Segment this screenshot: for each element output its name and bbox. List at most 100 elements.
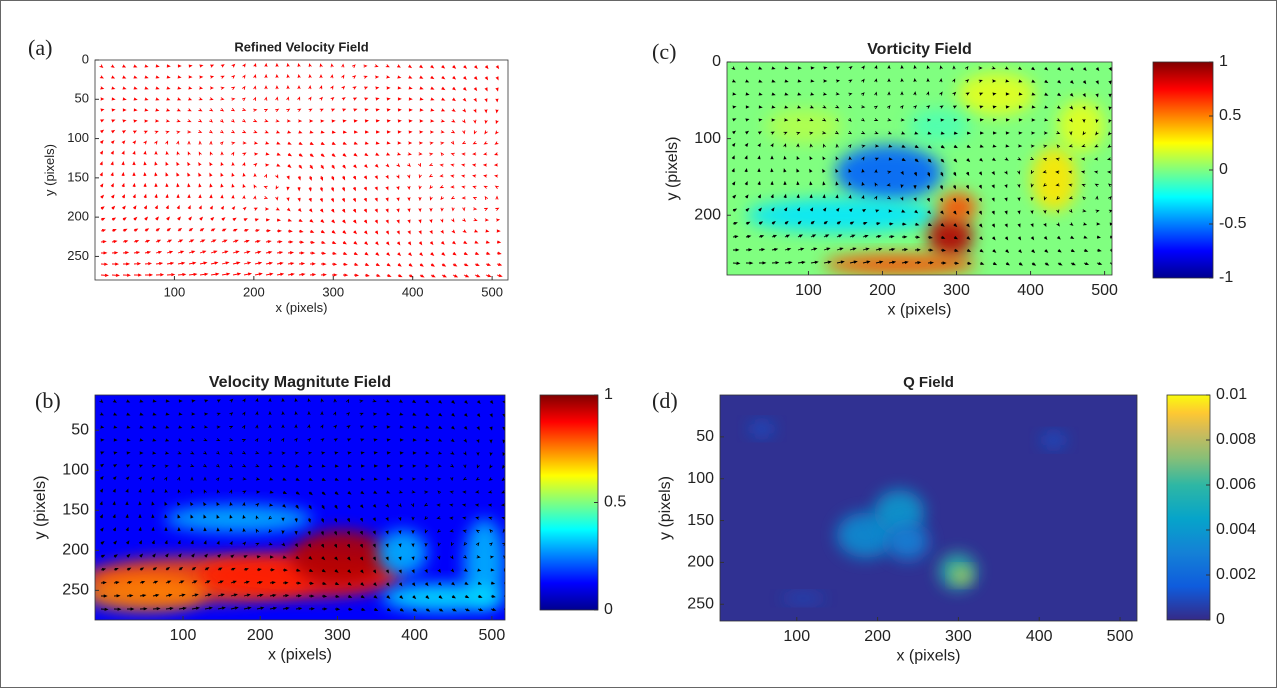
plot-area [95, 395, 505, 620]
colorbar-tick-label: 0.01 [1216, 386, 1247, 403]
x-tick-label: 200 [869, 282, 896, 299]
heatmap-region [823, 253, 978, 275]
colorbar-tick-label: 0.004 [1216, 521, 1256, 538]
axes-box [726, 61, 1113, 276]
panel-label: (d) [652, 388, 678, 413]
y-tick-label: 200 [694, 206, 721, 223]
colorbar-tick-label: 0.002 [1216, 566, 1256, 583]
colorbar-tick-label: 0.006 [1216, 476, 1256, 493]
heatmap-region [886, 523, 929, 560]
subplot: 100 200 300 400 500 50 100 150 200 250 x (pixels) y… [32, 374, 627, 663]
y-tick-label: 150 [687, 512, 714, 529]
colorbar-tick-label: 1 [604, 386, 613, 403]
y-tick-label: 200 [687, 554, 714, 571]
colorbar-tick-label: 0.008 [1216, 431, 1256, 448]
heatmap-region [749, 422, 775, 436]
x-tick-label: 500 [481, 284, 503, 299]
colorbar-tick-label: 0 [1216, 611, 1225, 628]
heatmap-region [927, 215, 974, 258]
chart-title: Vorticity Field [867, 41, 972, 58]
x-tick-label: 400 [401, 627, 428, 644]
colorbar-tick-label: -1 [1219, 269, 1233, 286]
y-axis-label: y (pixels) [42, 144, 57, 196]
x-tick-label: 400 [402, 284, 424, 299]
x-tick-label: 500 [1107, 628, 1134, 645]
heatmap-region [958, 72, 1035, 116]
heatmap-background [720, 395, 1137, 621]
colorbar-tick-label: 0 [1219, 161, 1228, 178]
y-tick-label: 100 [694, 130, 721, 147]
vector-arrows [99, 62, 503, 278]
colorbar-tick-label: 0.5 [604, 494, 626, 511]
y-tick-label: 50 [75, 91, 89, 106]
vector-arrows [99, 397, 505, 612]
heatmap-region [382, 584, 505, 611]
y-tick-label: 150 [67, 169, 89, 184]
y-tick-label: 250 [687, 595, 714, 612]
axes-box [94, 394, 506, 621]
x-tick-label: 200 [864, 628, 891, 645]
heatmap-region [1041, 433, 1067, 447]
x-tick-label: 400 [1017, 282, 1044, 299]
colorbar [1166, 394, 1211, 621]
x-axis-label: x (pixels) [887, 301, 951, 318]
x-axis-label: x (pixels) [896, 647, 960, 664]
heatmap-region [746, 198, 939, 233]
y-tick-label: 250 [62, 582, 89, 599]
colorbar-tick-label: -0.5 [1219, 215, 1247, 232]
y-tick-label: 0 [712, 53, 721, 70]
panel-label: (b) [35, 388, 61, 413]
heatmap-region [95, 575, 206, 611]
chart-title: Q Field [903, 374, 954, 391]
x-tick-label: 100 [795, 282, 822, 299]
x-axis-label: x (pixels) [268, 646, 332, 663]
panel-label: (c) [652, 39, 676, 64]
x-tick-label: 300 [945, 628, 972, 645]
x-tick-label: 100 [170, 627, 197, 644]
axes-box [94, 59, 509, 281]
x-tick-label: 200 [243, 284, 265, 299]
colorbar-tick-label: 0.5 [1219, 107, 1241, 124]
heatmap-region [874, 489, 925, 536]
colorbar-tick-label: 1 [1219, 53, 1228, 70]
subplot: 100 200 300 400 500 50 100 150 200 250 x (pixels) y… [652, 374, 1256, 664]
heatmap-region [938, 191, 978, 222]
plot-background [95, 60, 508, 280]
y-tick-label: 200 [67, 209, 89, 224]
y-axis-label: y (pixels) [664, 136, 681, 200]
plot-area [95, 60, 508, 280]
colorbar [1152, 61, 1214, 279]
x-tick-label: 100 [783, 628, 810, 645]
subplot: 100 200 300 400 500 0 50 100 150 200 250 x (pixels)… [28, 35, 509, 315]
y-tick-label: 100 [67, 130, 89, 145]
x-tick-label: 300 [322, 284, 344, 299]
panel-label: (a) [28, 35, 52, 60]
vector-arrows [731, 64, 1112, 266]
y-tick-label: 100 [687, 470, 714, 487]
plot-area [720, 395, 1137, 621]
chart-title: Velocity Magnitute Field [209, 374, 391, 391]
heatmap-region [1058, 100, 1105, 152]
subplot: 100 200 300 400 500 0 100 200 x (pixels) y (pixel… [652, 39, 1247, 318]
heatmap-region [164, 505, 313, 533]
heatmap-region [1031, 147, 1078, 212]
heatmap-region [377, 530, 428, 575]
y-tick-label: 150 [62, 502, 89, 519]
x-axis-label: x (pixels) [275, 300, 327, 315]
y-tick-label: 50 [696, 428, 714, 445]
heatmap-region [907, 108, 970, 143]
colorbar-tick-label: 0 [604, 601, 613, 618]
x-tick-label: 500 [479, 627, 506, 644]
axes-box [719, 394, 1138, 622]
x-tick-label: 300 [943, 282, 970, 299]
y-tick-label: 100 [62, 461, 89, 478]
y-tick-label: 200 [62, 542, 89, 559]
heatmap-region [765, 108, 843, 143]
y-axis-label: y (pixels) [657, 476, 674, 540]
heatmap-region [291, 530, 391, 584]
colorbar [539, 394, 599, 611]
x-tick-label: 400 [1026, 628, 1053, 645]
y-tick-label: 50 [71, 421, 89, 438]
x-tick-label: 200 [247, 627, 274, 644]
